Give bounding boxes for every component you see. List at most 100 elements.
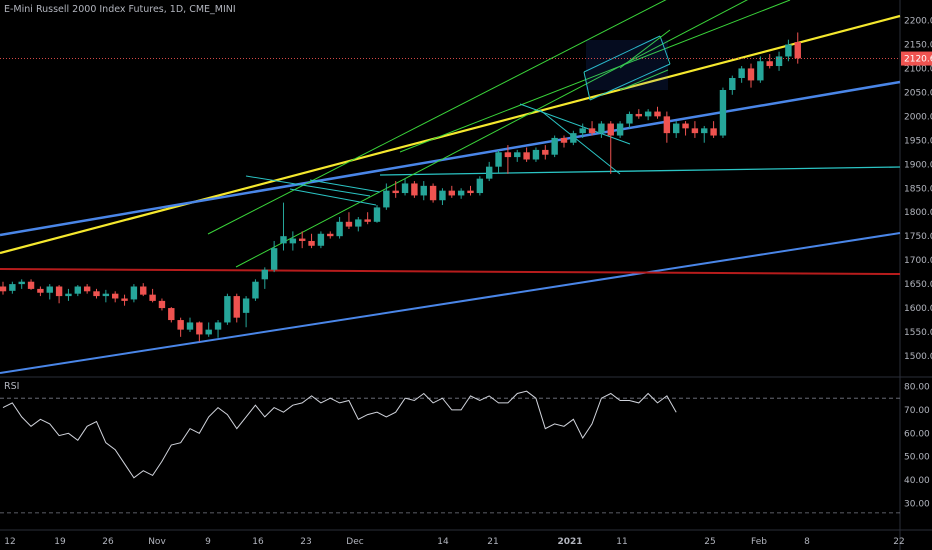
candle-body — [429, 185, 437, 201]
time-tick-label: 26 — [102, 537, 114, 547]
cyan-box-top — [583, 35, 661, 73]
candle-body — [186, 322, 194, 330]
candle-body — [747, 68, 755, 81]
candle-body — [467, 190, 474, 194]
candle-body — [523, 152, 530, 160]
candle-body — [355, 219, 362, 227]
candle-body — [46, 286, 53, 293]
price-axis: 1500.0 1550.0 1600.0 1650.0 1700.0 1750.0 1800… — [901, 17, 932, 362]
candle-body — [401, 183, 409, 194]
candle-body — [121, 298, 128, 301]
candle-body — [560, 137, 568, 143]
candle-body — [289, 238, 297, 244]
time-tick-label: 2021 — [557, 537, 582, 547]
candle-body — [196, 322, 203, 335]
candle-body — [130, 286, 138, 300]
candle-body — [654, 111, 661, 117]
candle-body — [308, 240, 315, 246]
candle-body — [729, 78, 736, 90]
time-tick-label: 12 — [4, 537, 15, 547]
candle-body — [205, 329, 212, 335]
price-tick-label: 1600.0 — [904, 304, 932, 314]
candle-body — [457, 190, 465, 196]
candle-body — [420, 185, 427, 196]
candle-body — [701, 128, 708, 134]
candle-body — [411, 183, 418, 196]
cyan-box-left — [583, 71, 591, 101]
candle-body — [616, 123, 624, 136]
rsi-tick-label: 60.00 — [904, 429, 930, 439]
chart-title[interactable]: E-Mini Russell 2000 Index Futures, 1D, C… — [4, 4, 236, 15]
rsi-tick-label: 30.00 — [904, 500, 930, 510]
time-axis: 12 19 26 Nov 9 16 23 Dec 14 21 2021 11 25 Feb 8 22 — [4, 537, 904, 547]
cyan-channel-upper — [245, 175, 371, 197]
price-tick-label: 1550.0 — [904, 328, 932, 338]
time-tick-label: Nov — [148, 537, 166, 547]
price-tick-label: 2100.0 — [904, 64, 932, 74]
candle-body — [719, 89, 727, 136]
candle-body — [757, 61, 764, 81]
rsi-tick-label: 80.00 — [904, 383, 930, 393]
candle-body — [486, 166, 493, 179]
rsi-line — [2, 390, 677, 479]
candle-body — [532, 149, 540, 160]
time-tick-label: 16 — [252, 537, 264, 547]
cyan-channel-mid — [309, 179, 381, 193]
candle-body — [327, 233, 334, 237]
time-tick-label: 22 — [893, 537, 904, 547]
candle-body — [551, 137, 558, 155]
candle-body — [168, 308, 175, 321]
candle-body — [691, 128, 699, 134]
time-tick-label: 14 — [437, 537, 449, 547]
candle-body — [579, 128, 586, 134]
candle-body — [9, 284, 16, 291]
cyan-box-right — [659, 35, 671, 65]
time-tick-label: 19 — [54, 537, 66, 547]
candle-body — [55, 286, 63, 297]
candle-body — [224, 296, 231, 323]
time-tick-label: 9 — [205, 537, 211, 547]
candle-body — [626, 113, 633, 124]
candlestick-series — [0, 32, 900, 342]
time-tick-label: 8 — [804, 537, 810, 547]
candle-body — [392, 190, 399, 194]
candle-body — [252, 281, 259, 299]
candle-body — [345, 221, 353, 227]
rsi-tick-label: 40.00 — [904, 476, 930, 486]
current-price-label: 2120.6 — [904, 55, 932, 65]
candle-body — [588, 128, 596, 134]
time-tick-label: 21 — [487, 537, 498, 547]
candle-body — [177, 320, 184, 330]
candle-body — [261, 269, 268, 280]
candle-body — [570, 133, 577, 143]
candle-body — [644, 111, 652, 117]
yellow-trendline — [0, 14, 901, 255]
candle-body — [158, 300, 166, 309]
candle-body — [495, 152, 502, 167]
candle-body — [514, 152, 521, 158]
blue-trendline-upper — [0, 80, 901, 237]
candle-body — [280, 236, 287, 244]
blue-trendline-lower — [0, 232, 901, 374]
candle-body — [299, 238, 306, 241]
time-tick-label: 23 — [300, 537, 311, 547]
rsi-tick-label: 70.00 — [904, 406, 930, 416]
price-tick-label: 1850.0 — [904, 184, 932, 194]
time-tick-label: 25 — [704, 537, 715, 547]
green-channel-outer — [399, 0, 791, 153]
green-channel-lower — [235, 0, 748, 268]
candle-body — [775, 56, 783, 67]
time-tick-label: 11 — [616, 537, 627, 547]
cyan-channel-lower — [289, 188, 377, 206]
cyan-horizontal-line — [379, 166, 901, 176]
price-tick-label: 2150.0 — [904, 40, 932, 50]
candle-body — [598, 123, 605, 134]
candle-body — [373, 207, 381, 222]
candle-body — [0, 286, 7, 292]
rsi-pane — [0, 390, 900, 514]
candle-body — [673, 123, 680, 134]
candle-body — [504, 152, 512, 158]
rsi-title[interactable]: RSI — [4, 381, 20, 392]
